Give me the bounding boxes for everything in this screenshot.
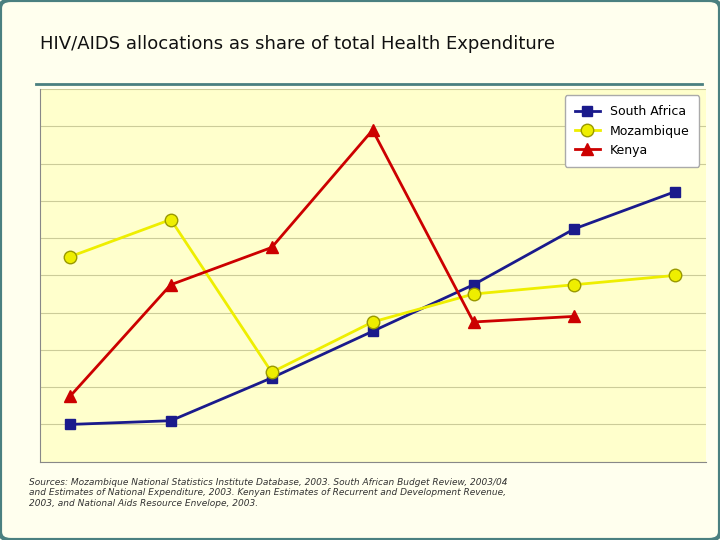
Text: Sources: Mozambique National Statistics Institute Database, 2003. South African : Sources: Mozambique National Statistics …	[29, 478, 508, 508]
Text: HIV/AIDS allocations as share of total Health Expenditure: HIV/AIDS allocations as share of total H…	[40, 35, 554, 53]
Legend: South Africa, Mozambique, Kenya: South Africa, Mozambique, Kenya	[564, 96, 699, 167]
